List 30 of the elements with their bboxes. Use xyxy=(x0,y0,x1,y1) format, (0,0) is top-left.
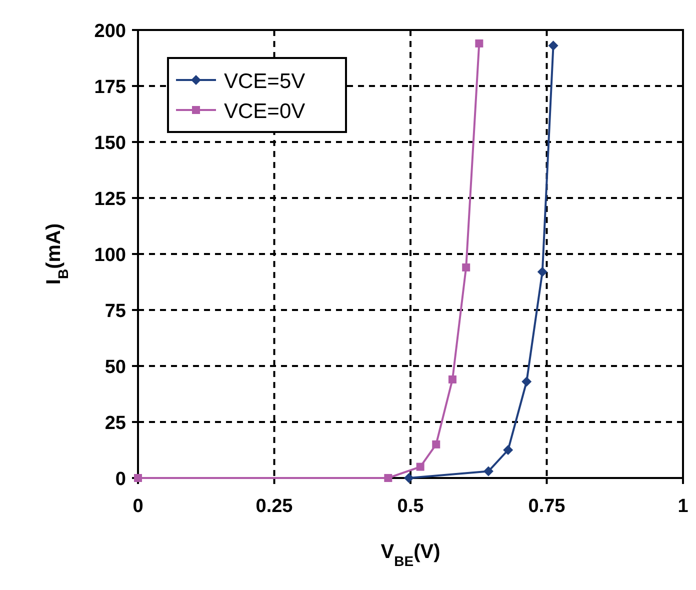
y-tick-label: 0 xyxy=(115,469,126,490)
y-tick-label: 100 xyxy=(94,245,126,266)
legend-label: VCE=0V xyxy=(224,100,306,123)
point xyxy=(522,376,532,387)
point xyxy=(462,263,470,272)
legend-label: VCE=5V xyxy=(224,70,306,93)
point xyxy=(448,375,456,384)
y-tick-label: 150 xyxy=(94,133,126,154)
point xyxy=(384,474,392,482)
point xyxy=(432,440,440,448)
y-tick-label: 125 xyxy=(94,189,126,210)
point xyxy=(483,466,494,476)
x-tick-label: 0.25 xyxy=(256,496,294,517)
x-tick-label: 0.5 xyxy=(397,496,424,517)
point xyxy=(537,266,548,277)
point xyxy=(404,473,414,483)
y-tick-label: 75 xyxy=(104,301,126,322)
y-tick-label: 200 xyxy=(94,21,126,42)
y-tick-label: 175 xyxy=(94,77,126,98)
point xyxy=(416,462,424,471)
point xyxy=(503,445,514,455)
x-tick-label: 1 xyxy=(678,496,689,517)
y-tick-label: 25 xyxy=(104,413,126,434)
point xyxy=(134,474,142,482)
x-tick-label: 0 xyxy=(132,496,144,517)
x-tick-label: 0.75 xyxy=(528,496,566,517)
y-tick-label: 50 xyxy=(104,357,126,378)
point xyxy=(548,40,558,51)
x-axis-title: V$_{BE}$(V) xyxy=(380,541,440,569)
point xyxy=(475,39,484,48)
